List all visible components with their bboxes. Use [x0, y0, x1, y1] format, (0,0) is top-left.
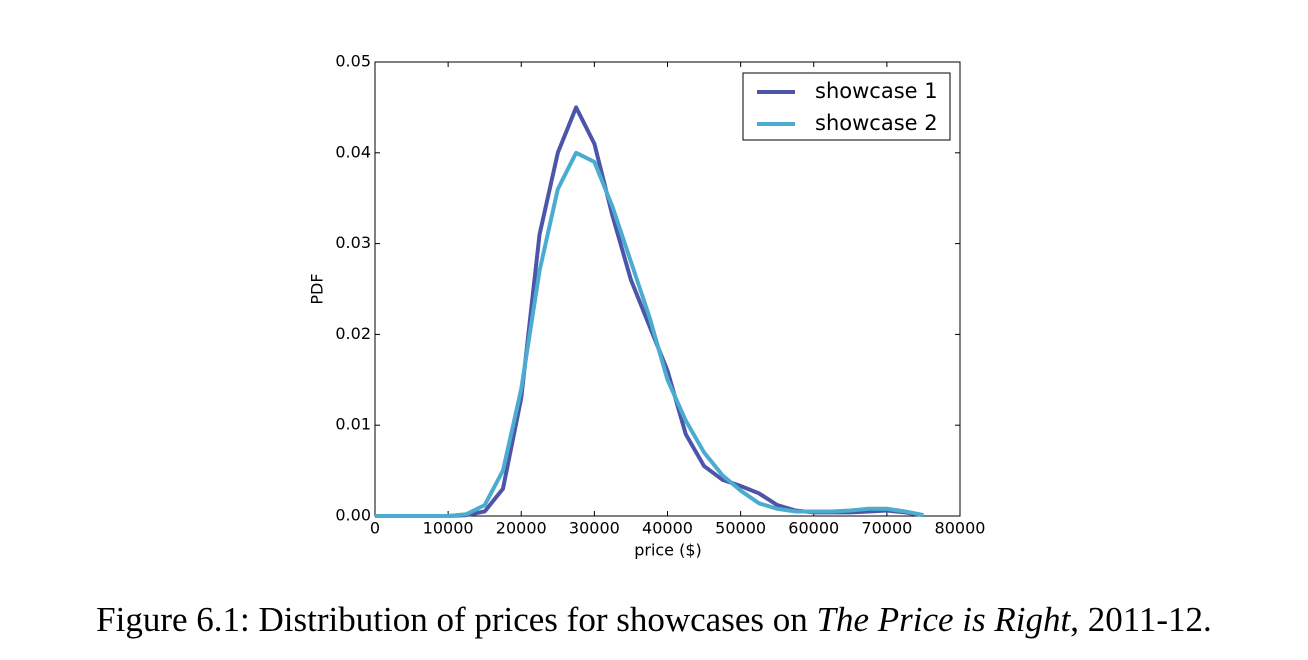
x-tick-label: 50000	[715, 519, 766, 538]
x-tick-label: 40000	[642, 519, 693, 538]
x-tick-label: 20000	[496, 519, 547, 538]
y-tick-label: 0.03	[335, 233, 371, 252]
legend-label: showcase 1	[815, 79, 938, 103]
y-tick-label: 0.01	[335, 415, 371, 434]
caption-suffix: , 2011-12.	[1070, 600, 1212, 639]
x-tick-label: 30000	[569, 519, 620, 538]
legend-label: showcase 2	[815, 111, 938, 135]
x-tick-label: 0	[370, 519, 380, 538]
y-tick-label: 0.02	[335, 324, 371, 343]
x-tick-label: 60000	[788, 519, 839, 538]
y-tick-label: 0.00	[335, 506, 371, 525]
x-tick-label: 80000	[935, 519, 986, 538]
caption-title: The Price is Right	[816, 600, 1071, 639]
series-line	[375, 150, 924, 518]
y-tick-label: 0.05	[335, 52, 371, 71]
x-tick-label: 10000	[423, 519, 474, 538]
chart: PDF price ($) 0.00 0.01 0.02 0.03 0.04 0.05 0 1…	[308, 52, 986, 560]
y-tick-label: 0.04	[335, 142, 371, 161]
caption: Figure 6.1: Distribution of prices for s…	[0, 600, 1308, 640]
x-tick-label: 70000	[861, 519, 912, 538]
legend-box	[742, 72, 951, 141]
x-axis-label: price ($)	[634, 541, 702, 560]
caption-prefix: Figure 6.1: Distribution of prices for s…	[96, 600, 817, 639]
y-axis-label: PDF	[308, 273, 327, 304]
